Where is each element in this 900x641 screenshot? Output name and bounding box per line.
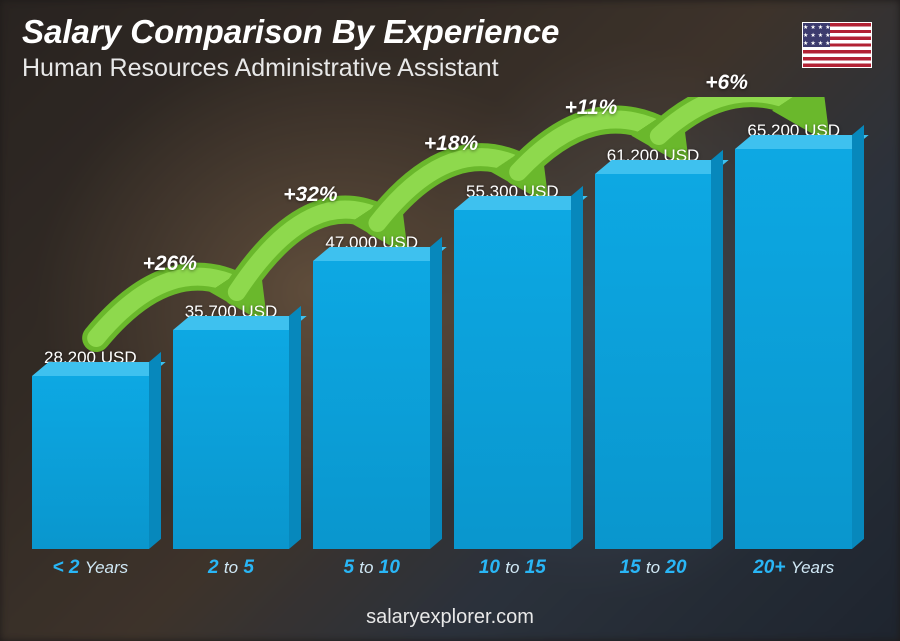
bar-3: 55,300 USD10 to 15 [454,182,571,549]
bar-3d [735,149,852,549]
bar-chart: 28,200 USD< 2 Years35,700 USD2 to 547,00… [32,97,852,577]
increase-pct-label: +26% [143,252,197,276]
bar-5: 65,200 USD20+ Years [735,121,852,549]
page-subtitle: Human Resources Administrative Assistant [22,54,878,83]
bar-category-label: 10 to 15 [479,557,546,579]
bar-category-label: 5 to 10 [343,557,399,579]
bar-3d [32,376,149,549]
bar-category-label: 15 to 20 [620,557,687,579]
bar-2: 47,000 USD5 to 10 [313,233,430,549]
bar-3d [595,174,712,549]
flag-icon [802,22,872,68]
increase-pct-label: +32% [283,183,337,207]
bar-category-label: 20+ Years [753,557,834,579]
bar-1: 35,700 USD2 to 5 [173,302,290,549]
bar-category-label: 2 to 5 [208,557,254,579]
footer-credit: salaryexplorer.com [0,606,900,629]
bar-4: 61,200 USD15 to 20 [595,146,712,549]
bar-category-label: < 2 Years [52,557,128,579]
header: Salary Comparison By Experience Human Re… [22,14,878,83]
bar-3d [454,210,571,549]
bar-3d [313,261,430,549]
bar-3d [173,330,290,549]
bars-row: 28,200 USD< 2 Years35,700 USD2 to 547,00… [32,97,852,549]
increase-pct-label: +6% [705,71,748,95]
bar-0: 28,200 USD< 2 Years [32,348,149,549]
increase-pct-label: +11% [565,96,618,120]
increase-pct-label: +18% [424,132,478,156]
page-title: Salary Comparison By Experience [22,14,878,50]
infographic-container: Salary Comparison By Experience Human Re… [0,0,900,641]
